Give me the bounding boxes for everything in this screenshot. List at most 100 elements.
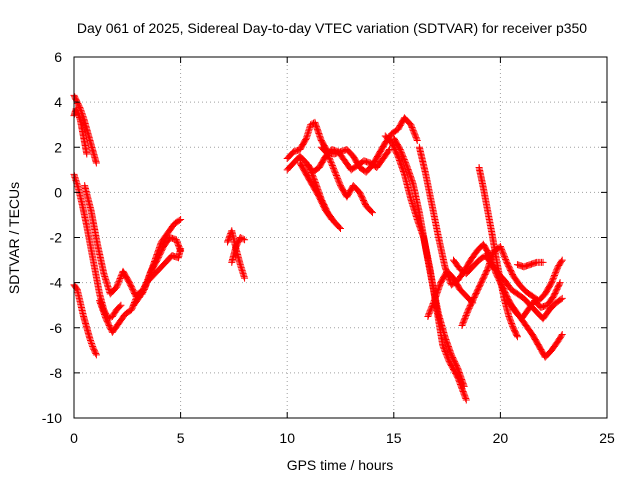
data-point — [463, 309, 471, 317]
data-point — [409, 125, 417, 133]
data-point — [548, 279, 556, 287]
data-point — [557, 295, 565, 303]
data-series-satellite-track-g — [130, 245, 185, 309]
data-series-satellite-track-b — [70, 105, 91, 158]
data-point — [439, 343, 447, 351]
data-point — [177, 245, 185, 253]
data-point — [552, 269, 560, 277]
data-point — [114, 279, 122, 287]
data-point — [458, 321, 466, 329]
data-point — [334, 174, 342, 182]
data-point — [74, 108, 82, 116]
data-point — [400, 154, 408, 162]
data-point — [407, 122, 415, 130]
data-series-satellite-track-n — [296, 159, 336, 223]
data-point — [328, 160, 336, 168]
data-point — [328, 162, 336, 170]
data-point — [330, 164, 338, 172]
data-point — [550, 273, 558, 281]
data-point — [73, 106, 81, 114]
data-point — [367, 208, 375, 216]
data-point — [397, 147, 405, 155]
data-point — [439, 342, 447, 350]
data-point — [324, 151, 332, 159]
data-point — [238, 234, 246, 242]
y-tick-label: -4 — [50, 275, 63, 291]
y-tick-label: 6 — [54, 49, 62, 65]
data-point — [539, 258, 547, 266]
data-point — [334, 176, 342, 184]
data-point — [460, 382, 468, 390]
data-point — [401, 158, 409, 166]
data-point — [87, 338, 95, 346]
data-series-satellite-track-a — [70, 91, 100, 167]
data-point — [115, 277, 123, 285]
x-tick-label: 25 — [599, 430, 615, 446]
data-point — [327, 157, 335, 165]
data-point — [325, 154, 333, 162]
data-point — [548, 277, 556, 285]
data-point — [324, 150, 332, 158]
data-point — [128, 306, 136, 314]
data-point — [307, 121, 315, 129]
data-point — [469, 299, 477, 307]
y-tick-label: 0 — [54, 184, 62, 200]
data-point — [408, 124, 416, 132]
data-point — [88, 341, 96, 349]
data-point — [116, 276, 124, 284]
plot-frame — [73, 56, 608, 419]
data-point — [241, 236, 249, 244]
chart-title: Day 061 of 2025, Sidereal Day-to-day VTE… — [77, 20, 587, 36]
data-point — [549, 274, 557, 282]
data-series-satellite-track-d — [70, 281, 100, 359]
data-point — [441, 346, 449, 354]
data-point — [331, 169, 339, 177]
data-point — [462, 313, 470, 321]
x-tick-label: 20 — [493, 430, 509, 446]
data-point — [498, 245, 506, 253]
data-point — [236, 234, 244, 241]
data-series-satellite-track-t — [458, 243, 566, 329]
data-point — [398, 150, 406, 158]
y-tick-label: -10 — [42, 410, 62, 426]
data-point — [426, 307, 434, 315]
data-point — [459, 320, 467, 328]
data-point — [307, 167, 315, 175]
data-point — [327, 214, 335, 222]
data-point — [83, 150, 91, 158]
data-point — [463, 310, 471, 318]
data-series-satellite-track-i — [228, 234, 249, 266]
data-point — [128, 304, 136, 312]
data-point — [335, 177, 343, 185]
data-point — [425, 310, 433, 318]
data-point — [468, 298, 476, 306]
data-point — [410, 129, 418, 137]
x-tick-label: 10 — [279, 430, 295, 446]
data-point — [306, 166, 314, 174]
data-point — [113, 282, 121, 290]
grid-layer — [74, 57, 607, 418]
data-point — [117, 301, 125, 309]
data-point — [175, 216, 183, 224]
data-point — [413, 135, 421, 143]
data-point — [407, 121, 415, 129]
data-point — [557, 257, 565, 265]
axis-ticks-layer: 0 5 10 15 20 25 -10 -8 -6 -4 -2 0 2 4 6 — [42, 49, 615, 446]
data-point — [410, 128, 418, 136]
data-point — [552, 267, 560, 275]
data-point — [556, 279, 564, 287]
data-point — [502, 255, 510, 263]
data-point — [462, 395, 470, 403]
data-point — [335, 179, 343, 187]
data-point — [499, 248, 507, 256]
data-point — [513, 331, 521, 339]
data-point — [241, 274, 249, 282]
data-point — [550, 271, 558, 279]
data-point — [555, 280, 563, 288]
data-point — [558, 331, 566, 339]
data-point — [497, 244, 505, 252]
data-series-satellite-track-p — [390, 134, 468, 390]
data-point — [413, 136, 421, 144]
y-tick-label: -6 — [50, 320, 63, 336]
